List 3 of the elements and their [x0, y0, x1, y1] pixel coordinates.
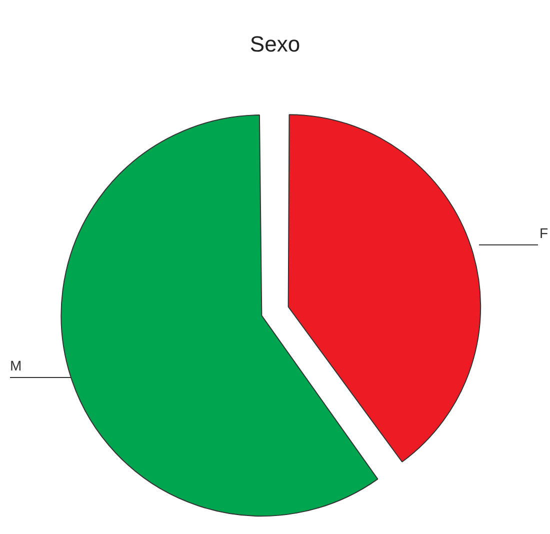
chart-title: Sexo: [250, 31, 300, 56]
slice-label: F: [539, 224, 548, 241]
slice-label: M: [10, 357, 22, 374]
